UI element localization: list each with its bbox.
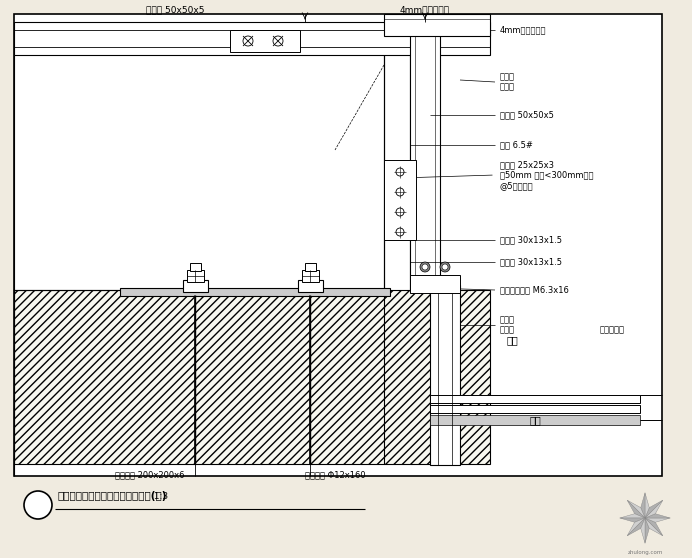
Text: 隔热断桥窗与铝塑板连接节点详图(一): 隔热断桥窗与铝塑板连接节点详图(一) (58, 491, 167, 501)
Text: 方钢管 30x13x1.5: 方钢管 30x13x1.5 (500, 235, 562, 244)
Polygon shape (645, 518, 663, 536)
Text: 铝塑复合管: 铝塑复合管 (600, 325, 625, 334)
Circle shape (24, 491, 52, 519)
Bar (14, 290, 490, 464)
Polygon shape (645, 514, 670, 518)
Polygon shape (627, 500, 645, 518)
Bar (183, 280, 208, 292)
Polygon shape (627, 518, 645, 536)
Circle shape (440, 262, 450, 272)
Bar (410, 275, 460, 293)
Bar (305, 263, 316, 271)
Polygon shape (645, 500, 663, 518)
Bar (14, 22, 490, 55)
Text: 化学锚栓 Φ12x160: 化学锚栓 Φ12x160 (304, 470, 365, 479)
Bar (430, 405, 640, 413)
Text: 室内: 室内 (530, 415, 542, 425)
Text: 角钢条 25x25x3
长50mm 间距<300mm布置
@5自攻螺钉: 角钢条 25x25x3 长50mm 间距<300mm布置 @5自攻螺钉 (500, 160, 594, 190)
Polygon shape (620, 518, 645, 522)
Polygon shape (645, 518, 663, 536)
Bar (430, 415, 640, 425)
Polygon shape (620, 514, 645, 518)
Bar (14, 14, 662, 476)
Polygon shape (627, 500, 645, 518)
Text: 1:3: 1:3 (148, 492, 168, 501)
Polygon shape (627, 518, 645, 536)
Bar (430, 285, 460, 465)
Text: 镀锌 6.5#: 镀锌 6.5# (500, 141, 533, 150)
Text: 室外: 室外 (507, 335, 519, 345)
Polygon shape (645, 500, 663, 518)
Polygon shape (641, 493, 645, 518)
Text: 耐候胶
泡沫棒: 耐候胶 泡沫棒 (500, 315, 515, 335)
Text: 首铝自攻螺钉 M6.3x16: 首铝自攻螺钉 M6.3x16 (500, 286, 569, 295)
Circle shape (420, 262, 430, 272)
Text: 4mm铝塑复合板: 4mm铝塑复合板 (400, 6, 450, 15)
Bar (430, 395, 640, 403)
Bar (298, 280, 323, 292)
Bar (14, 55, 384, 290)
Bar (120, 288, 390, 296)
Bar (230, 30, 300, 52)
Text: 方钢管 30x13x1.5: 方钢管 30x13x1.5 (500, 257, 562, 267)
Circle shape (442, 264, 448, 270)
Polygon shape (645, 518, 649, 543)
Bar (384, 14, 490, 36)
Text: 耐候胶
泡沫棒: 耐候胶 泡沫棒 (500, 73, 515, 92)
Polygon shape (641, 518, 645, 543)
Bar (302, 270, 319, 282)
Text: 后置埋件 200x200x6: 后置埋件 200x200x6 (116, 470, 185, 479)
Circle shape (422, 264, 428, 270)
Text: zhulong.com: zhulong.com (628, 550, 663, 555)
Text: 4mm铝塑复合板: 4mm铝塑复合板 (500, 26, 547, 35)
Text: 1: 1 (33, 498, 43, 512)
Bar (410, 22, 440, 290)
Text: 方钢管 50x50x5: 方钢管 50x50x5 (500, 110, 554, 119)
Polygon shape (645, 493, 649, 518)
Bar (187, 270, 204, 282)
Bar (190, 263, 201, 271)
Polygon shape (645, 518, 670, 522)
Text: 方钢管 50x50x5: 方钢管 50x50x5 (146, 6, 204, 15)
Bar (384, 160, 416, 240)
